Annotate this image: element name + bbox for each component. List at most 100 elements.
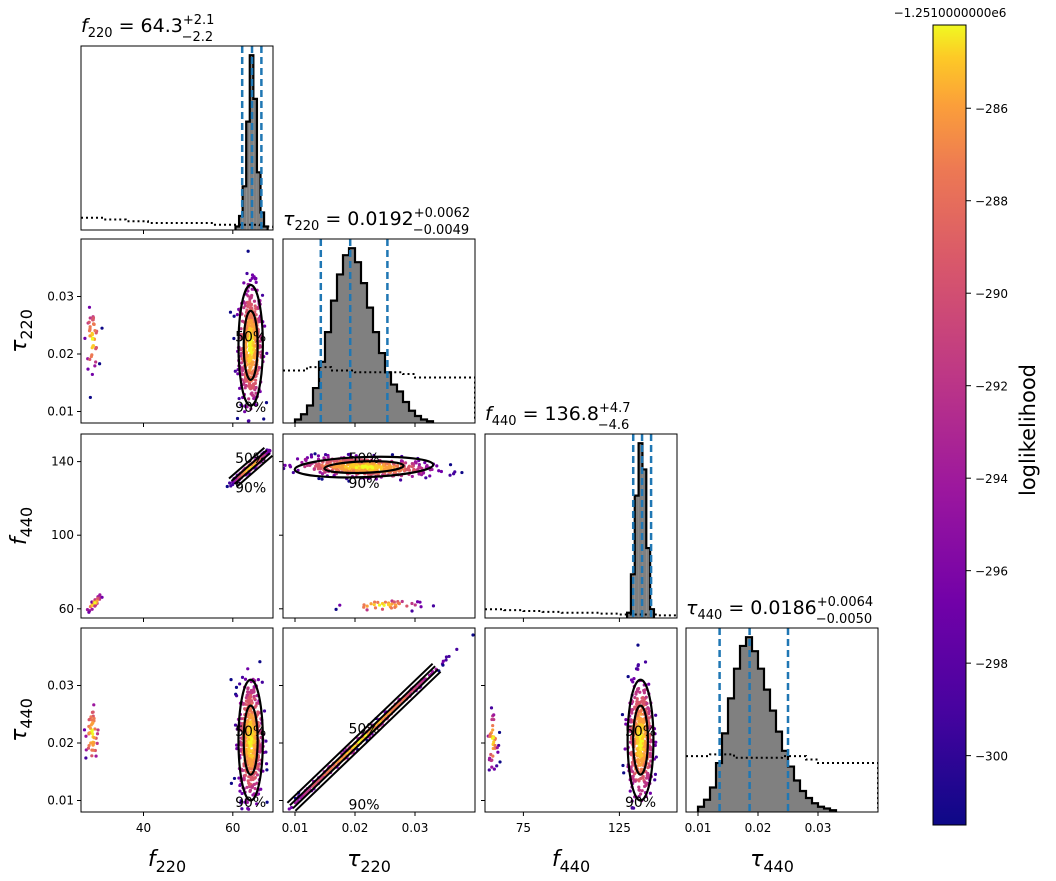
hist-bar <box>246 121 250 230</box>
scatter-point <box>496 750 500 754</box>
scatter-point <box>91 721 95 725</box>
scatter-point <box>242 306 246 310</box>
scatter-point <box>624 722 628 726</box>
scatter-point <box>393 605 397 609</box>
scatter-point <box>365 608 369 612</box>
scatter-point <box>490 717 494 722</box>
x-tick-label: 0.01 <box>685 821 712 835</box>
contour-label-90: 90% <box>348 797 379 813</box>
prior-curve <box>283 366 475 420</box>
y-tick-label: 0.02 <box>47 347 74 361</box>
contour-90 <box>294 670 442 812</box>
scatter-point <box>233 369 237 373</box>
scatter-point <box>312 467 316 472</box>
scatter-point <box>320 472 325 476</box>
contour-90 <box>237 678 264 802</box>
scatter-point <box>632 772 637 776</box>
scatter-point <box>369 602 373 606</box>
scatter-point <box>420 466 424 471</box>
x-tick-label: 0.02 <box>342 821 369 835</box>
panel-scatter-f220-f440: 50% 90% <box>80 433 274 619</box>
scatter-point <box>380 607 385 611</box>
scatter-point <box>389 606 394 610</box>
colorbar-tick-label: −300 <box>975 750 1008 764</box>
y-tick-label: 140 <box>51 455 74 469</box>
scatter-point <box>249 302 253 306</box>
scatter-point <box>354 466 358 470</box>
scatter-point <box>93 364 97 368</box>
scatter-point <box>92 716 96 721</box>
hist-bar <box>634 495 639 618</box>
scatter-point <box>637 788 641 792</box>
scatter-point <box>249 767 253 771</box>
scatter-point <box>628 740 633 744</box>
scatter-point <box>255 712 260 717</box>
scatter-point <box>448 463 453 467</box>
scatter-point <box>347 458 351 462</box>
scatter-point <box>252 299 257 303</box>
scatter-point <box>390 453 395 457</box>
contour-label-50: 50% <box>235 329 266 345</box>
scatter-point <box>243 825 246 828</box>
scatter-point <box>265 800 269 804</box>
panel-frame <box>484 627 678 813</box>
panel-frame <box>282 433 476 619</box>
scatter-point <box>244 383 248 388</box>
scatter-point <box>83 336 87 340</box>
contour-50 <box>632 704 649 776</box>
scatter-point <box>246 249 250 253</box>
hist-bar <box>704 799 710 812</box>
scatter-point <box>254 391 258 395</box>
panel-hist-tau440: τ440 = 0.0186+0.0064 −0.0050 <box>685 595 879 813</box>
scatter-point <box>428 474 432 478</box>
scatter-point <box>644 695 648 699</box>
hist-bar <box>722 733 728 812</box>
scatter-point <box>633 695 637 700</box>
scatter-point <box>398 469 402 473</box>
scatter-point <box>335 468 340 472</box>
scatter-point <box>259 743 263 748</box>
scatter-point <box>249 334 253 338</box>
scatter-point <box>93 328 97 333</box>
scatter-point <box>653 778 657 782</box>
scatter-point <box>253 786 257 791</box>
scatter-point <box>471 633 475 637</box>
scatter-point <box>326 455 330 459</box>
scatter-point <box>248 701 252 705</box>
scatter-point <box>635 697 639 701</box>
scatter-point <box>488 756 492 760</box>
x-tick-label: 125 <box>608 821 631 835</box>
scatter-point <box>91 748 95 752</box>
scatter-point <box>365 604 369 608</box>
scatter-point <box>245 720 249 725</box>
scatter-point <box>254 771 258 775</box>
scatter-point <box>386 603 391 607</box>
scatter-point <box>88 726 92 730</box>
scatter-point <box>341 466 345 470</box>
scatter-point <box>388 464 392 468</box>
scatter-point <box>491 754 495 758</box>
scatter-point <box>232 314 236 318</box>
x-tick-label: 60 <box>225 821 240 835</box>
scatter-point <box>335 459 339 463</box>
contour-90 <box>626 678 655 802</box>
scatter-point <box>413 460 418 464</box>
scatter-point <box>239 799 243 803</box>
scatter-point <box>246 690 250 694</box>
prior-curve <box>485 608 677 617</box>
scatter-point <box>262 417 266 421</box>
y-tick-label: 100 <box>51 528 74 542</box>
scatter-point <box>240 675 245 679</box>
scatter-point <box>378 465 382 469</box>
scatter-point <box>418 600 422 604</box>
scatter-point <box>232 776 237 781</box>
hist-bar <box>319 361 325 423</box>
scatter-point <box>253 344 257 348</box>
scatter-point <box>430 467 434 472</box>
hist-bar <box>710 787 716 812</box>
scatter-point <box>313 452 317 456</box>
scatter-point <box>419 605 423 609</box>
scatter-point <box>252 739 256 744</box>
scatter-point <box>94 346 99 350</box>
